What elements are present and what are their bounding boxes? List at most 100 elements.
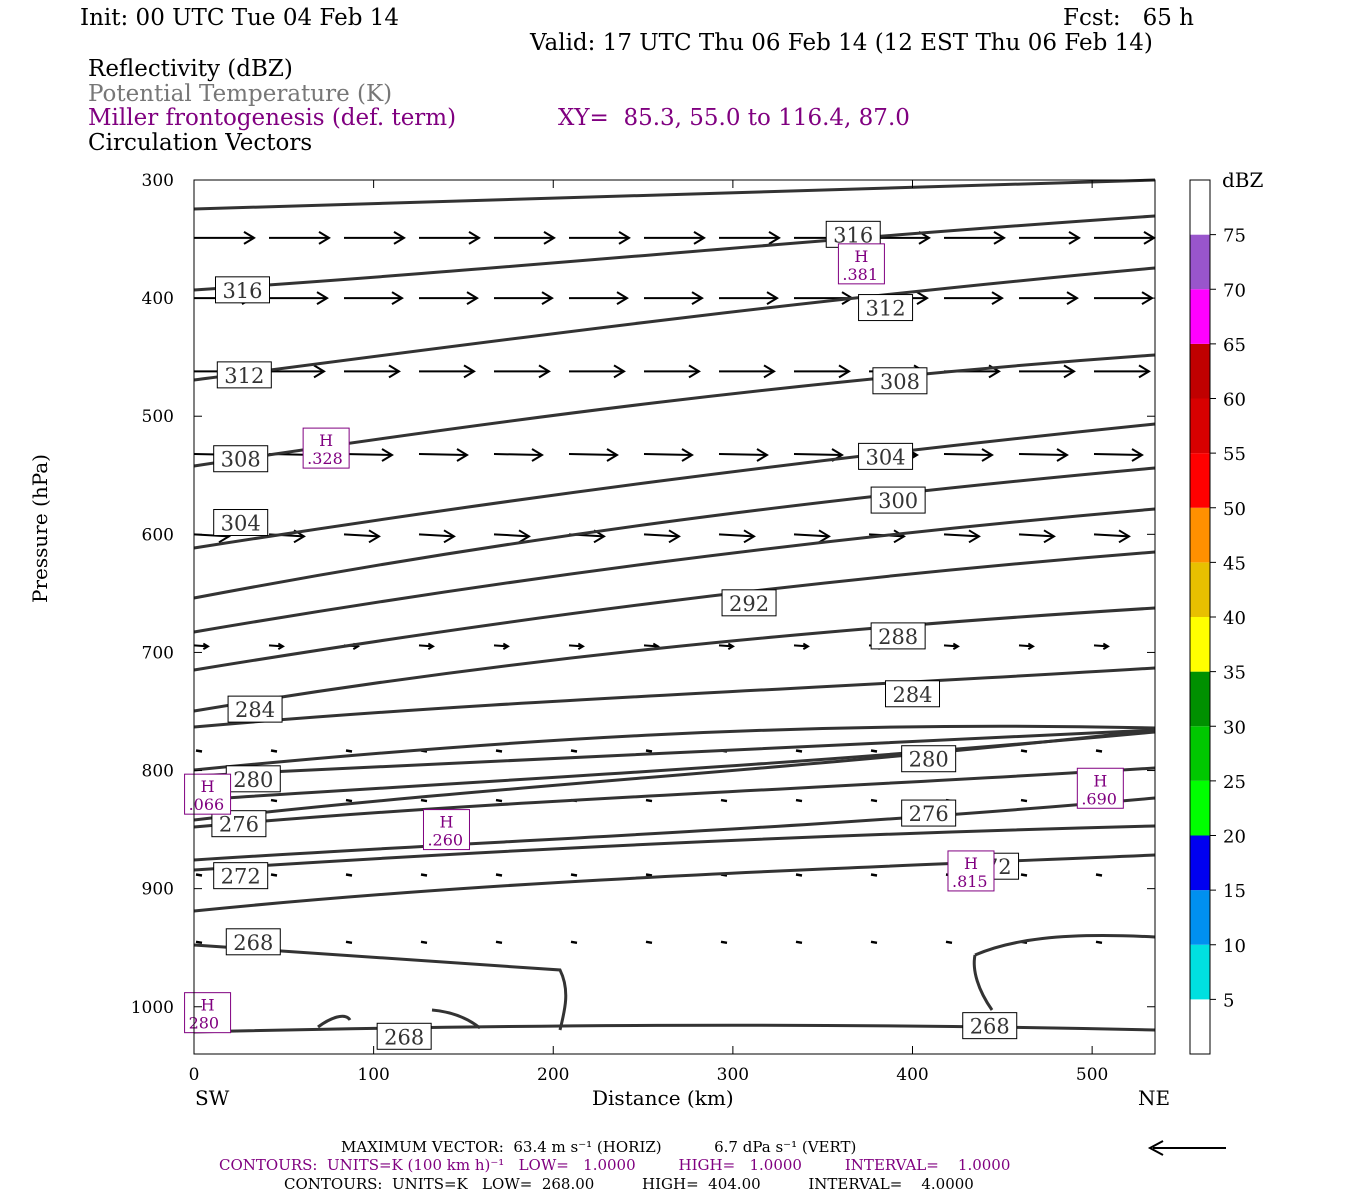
circulation-vector-head — [1063, 364, 1076, 379]
colorbar-label: 65 — [1223, 335, 1246, 356]
field-potential-temperature: Potential Temperature (K) — [88, 81, 393, 107]
isentrope-line — [193, 730, 1156, 802]
circulation-vector-head — [668, 529, 681, 544]
frontogenesis-high-value: .690 — [1081, 789, 1117, 808]
isentrope-line — [193, 766, 1156, 829]
circulation-vector-head — [693, 231, 706, 245]
circulation-vector-head — [952, 642, 960, 651]
circulation-vector — [343, 453, 393, 457]
circulation-vector — [643, 644, 659, 648]
theta-label: 316 — [833, 223, 873, 247]
colorbar-segment — [1190, 507, 1210, 563]
circulation-vector-head — [818, 529, 831, 544]
circulation-vector-head — [981, 448, 994, 462]
y-axis-label: Pressure (hPa) — [28, 454, 52, 603]
colorbar-label: 5 — [1223, 990, 1234, 1011]
circulation-vector-head — [243, 231, 256, 245]
circulation-vector-head — [763, 364, 776, 379]
frontogenesis-high-box — [837, 243, 885, 285]
theta-label-box — [213, 509, 269, 537]
circulation-vector — [1095, 940, 1103, 945]
colorbar-label: 20 — [1223, 827, 1246, 848]
circulation-vector — [495, 749, 503, 753]
circulation-vector — [793, 533, 830, 538]
colorbar-segment — [1190, 289, 1210, 344]
theta-label-box — [213, 445, 269, 473]
circulation-vector — [643, 453, 693, 457]
circulation-vector-head — [313, 364, 326, 379]
frontogenesis-high-label: H — [439, 813, 453, 832]
frontogenesis-high-value: .815 — [952, 872, 988, 891]
circulation-vector-head — [1056, 448, 1069, 462]
circulation-vector — [195, 873, 203, 877]
frontogenesis-high-label: H — [319, 431, 333, 450]
theta-label: 308 — [221, 448, 261, 472]
frontogenesis-high-box — [184, 773, 232, 815]
x-axis-label: Distance (km) — [592, 1086, 734, 1110]
circulation-vector — [943, 533, 980, 538]
circulation-vector-head — [893, 529, 906, 544]
circulation-vector-head — [916, 291, 929, 305]
theta-label-box — [225, 928, 281, 956]
isentrope-line — [193, 214, 1156, 292]
circulation-vector — [418, 644, 434, 648]
circulation-vector — [645, 749, 653, 753]
circulation-vector-head — [393, 231, 406, 245]
reference-vector-arrow — [1147, 1140, 1226, 1156]
circulation-vector — [195, 940, 203, 945]
theta-label: 300 — [878, 489, 918, 513]
circulation-vector-head — [618, 231, 631, 245]
colorbar-label: 30 — [1223, 717, 1246, 738]
isentrope-line — [193, 728, 1156, 778]
colorbar-segment — [1190, 726, 1210, 781]
theta-label-box — [885, 680, 941, 708]
colorbar-segment — [1190, 617, 1210, 672]
theta-label: 312 — [866, 297, 906, 321]
isentrope-line — [317, 1014, 352, 1029]
circulation-vector — [795, 798, 803, 803]
circulation-vector — [570, 940, 578, 945]
isentrope-line — [193, 666, 1156, 729]
circulation-vector — [645, 873, 653, 877]
circulation-vector — [795, 940, 803, 945]
circulation-vector — [193, 644, 209, 648]
colorbar-label: 75 — [1223, 226, 1246, 247]
circulation-vector — [493, 453, 543, 457]
circulation-vector-head — [541, 291, 554, 305]
circulation-vector — [420, 873, 428, 877]
circulation-vector — [870, 873, 878, 877]
forecast-hour: Fcst: 65 h — [1063, 5, 1194, 31]
theta-label-box — [211, 810, 267, 838]
cross-section-endpoints: XY= 85.3, 55.0 to 116.4, 87.0 — [558, 105, 910, 131]
circulation-vector — [345, 940, 353, 945]
circulation-vector-head — [968, 529, 981, 544]
x-tick-label: 0 — [189, 1065, 200, 1085]
theta-label-box — [227, 695, 283, 723]
theta-label: 268 — [970, 1015, 1010, 1039]
isentrope-line — [974, 934, 1156, 957]
colorbar-label: 60 — [1223, 390, 1246, 411]
x-tick-label: 200 — [537, 1065, 569, 1085]
circulation-vector — [1018, 533, 1055, 538]
valid-time: Valid: 17 UTC Thu 06 Feb 14 (12 EST Thu … — [530, 30, 1153, 56]
colorbar-label: 25 — [1223, 772, 1246, 793]
colorbar-label: 15 — [1223, 881, 1246, 902]
frontogenesis-high-label: H — [964, 854, 978, 873]
circulation-vector — [493, 533, 530, 538]
isentrope-line — [193, 550, 1156, 672]
y-tick-label: 600 — [142, 525, 174, 545]
circulation-vector — [1018, 644, 1034, 648]
circulation-vector — [1018, 453, 1068, 457]
field-circulation-vectors: Circulation Vectors — [88, 130, 313, 156]
theta-label-box — [872, 367, 928, 395]
right-endpoint-label: NE — [1138, 1086, 1171, 1110]
isentrope-line — [193, 728, 1156, 822]
left-endpoint-label: SW — [195, 1086, 230, 1110]
isentrope-line — [972, 954, 994, 1011]
circulation-vector — [495, 873, 503, 877]
circulation-vector — [795, 873, 803, 877]
circulation-vector-head — [463, 364, 476, 379]
theta-label: 280 — [233, 768, 273, 792]
isentrope-line — [193, 943, 568, 1031]
plot-frame — [193, 179, 1156, 1055]
